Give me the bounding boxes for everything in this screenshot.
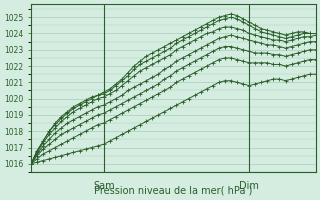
Text: Dim: Dim <box>239 181 259 191</box>
Text: Sam: Sam <box>93 181 115 191</box>
X-axis label: Pression niveau de la mer( hPa ): Pression niveau de la mer( hPa ) <box>94 186 252 196</box>
